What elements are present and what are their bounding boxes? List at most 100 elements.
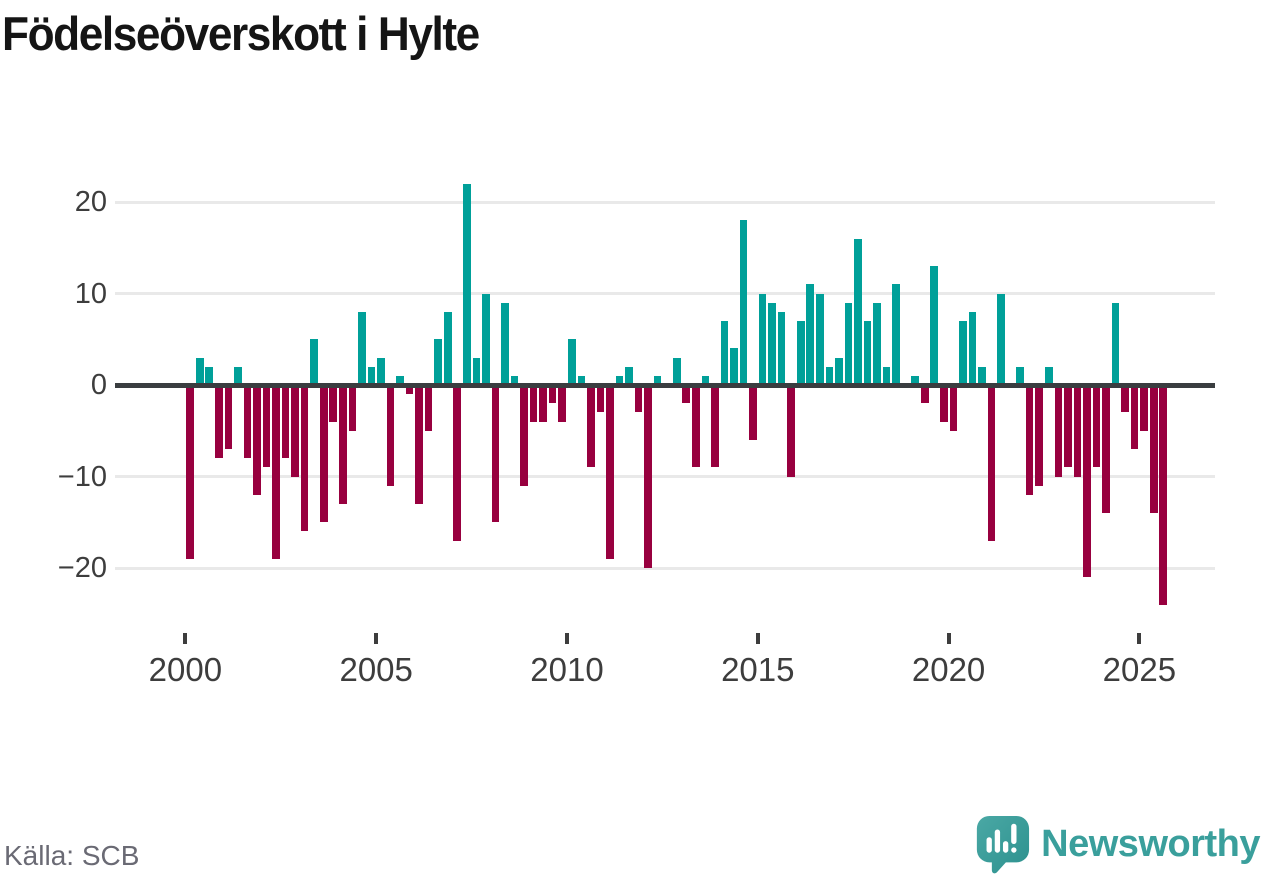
logo-exclamation-dot (1011, 847, 1017, 853)
bar-2021Q1 (987, 385, 996, 541)
zero-axis-line (115, 382, 1215, 388)
bar-2012Q4 (672, 357, 681, 385)
bar-2011Q1 (606, 385, 614, 559)
plot-area: 20 10 0 −10 −20 2000 2005 2010 2015 2020 2025 (57, 183, 1215, 688)
x-axis-label-2025: 2025 (1102, 651, 1177, 688)
logo-bar-1 (986, 837, 993, 853)
bar-2020Q4 (978, 366, 986, 385)
bar-2023Q2 (1073, 385, 1082, 477)
bar-2007Q4 (482, 293, 490, 385)
bar-2018Q3 (892, 284, 900, 385)
bar-2011Q2 (615, 375, 624, 385)
bar-2004Q4 (367, 366, 376, 385)
bar-2021Q4 (1016, 366, 1024, 385)
bar-2017Q4 (863, 320, 872, 385)
bar-2021Q2 (997, 293, 1005, 385)
bar-2017Q1 (835, 357, 843, 385)
bar-2016Q1 (796, 320, 805, 385)
bar-2001Q2 (234, 366, 242, 385)
bar-2013Q1 (682, 385, 691, 404)
bar-2014Q2 (730, 348, 738, 385)
bar-2019Q1 (911, 375, 919, 385)
logo-exclamation-stem (1011, 823, 1017, 844)
bar-2007Q2 (463, 183, 471, 385)
bar-2024Q2 (1111, 302, 1120, 385)
bar-2005Q4 (405, 385, 414, 395)
bar-2025Q3 (1159, 385, 1168, 605)
x-tick-2020 (946, 633, 951, 644)
bar-2008Q3 (510, 375, 519, 385)
bar-2000Q3 (205, 366, 214, 385)
logo-bar-2 (994, 829, 1001, 853)
gridline-10 (115, 292, 1215, 295)
newsworthy-bubble-icon (973, 814, 1031, 874)
bar-2006Q2 (424, 385, 433, 431)
bar-2004Q1 (339, 385, 347, 504)
x-axis-label-2010: 2010 (530, 651, 604, 688)
bar-2002Q1 (262, 385, 271, 468)
bar-2023Q1 (1064, 385, 1072, 468)
bar-2025Q2 (1149, 385, 1158, 514)
bar-2005Q2 (386, 385, 395, 486)
bar-2014Q3 (739, 220, 748, 385)
bar-2010Q3 (587, 385, 595, 468)
bar-2010Q4 (596, 385, 605, 413)
bar-2016Q4 (825, 366, 834, 385)
bar-2010Q1 (567, 339, 576, 385)
bar-2001Q1 (224, 385, 233, 450)
bar-2015Q2 (768, 302, 776, 385)
y-axis-label-0: 0 (90, 369, 107, 401)
bar-2015Q4 (787, 385, 795, 477)
x-axis-label-2020: 2020 (911, 651, 986, 688)
gridline--10 (115, 475, 1215, 478)
bar-2004Q2 (348, 385, 357, 431)
bar-2007Q1 (453, 385, 462, 541)
bar-2015Q3 (777, 311, 786, 385)
bar-2020Q2 (959, 320, 967, 385)
x-tick-2010 (565, 633, 569, 644)
bar-2003Q4 (329, 385, 338, 422)
bar-2000Q1 (186, 385, 194, 559)
logo-bar-3 (1003, 841, 1009, 853)
bar-2016Q2 (806, 284, 815, 385)
bar-2024Q4 (1130, 385, 1139, 450)
bar-2022Q4 (1054, 385, 1063, 477)
bar-2000Q2 (195, 357, 204, 385)
bar-2019Q4 (940, 385, 948, 422)
newsworthy-wordmark: Newsworthy (1041, 823, 1260, 865)
bar-2022Q1 (1025, 385, 1034, 495)
bar-2009Q3 (548, 385, 557, 404)
bar-2018Q1 (873, 302, 881, 385)
bar-2013Q2 (691, 385, 700, 468)
x-axis-label-2000: 2000 (148, 651, 223, 688)
bar-2013Q4 (711, 385, 719, 468)
x-tick-2005 (374, 633, 379, 644)
bar-2001Q4 (253, 385, 261, 495)
bar-2009Q2 (539, 385, 547, 422)
bar-2012Q1 (644, 385, 652, 568)
bar-2006Q1 (415, 385, 423, 504)
bar-2012Q2 (653, 375, 662, 385)
source-label: Källa: SCB (4, 840, 140, 871)
x-tick-2000 (183, 633, 188, 644)
bar-2008Q1 (491, 385, 500, 523)
bar-2003Q3 (319, 385, 328, 523)
bar-2006Q3 (434, 339, 442, 385)
bar-2003Q2 (310, 339, 318, 385)
y-axis-label--20: −20 (57, 552, 107, 584)
bar-2009Q4 (558, 385, 567, 422)
bar-2020Q3 (968, 311, 977, 385)
bar-2008Q4 (520, 385, 528, 486)
bar-2014Q4 (749, 385, 757, 440)
bar-2006Q4 (443, 311, 452, 385)
bar-2017Q3 (854, 238, 862, 385)
bar-2011Q3 (625, 366, 633, 385)
y-axis-label-20: 20 (74, 186, 107, 218)
bar-2018Q2 (882, 366, 891, 385)
bar-2002Q2 (272, 385, 280, 559)
bar-2001Q3 (243, 385, 252, 459)
bar-2010Q2 (577, 375, 586, 385)
bar-2023Q4 (1092, 385, 1101, 468)
bar-2013Q3 (701, 375, 710, 385)
